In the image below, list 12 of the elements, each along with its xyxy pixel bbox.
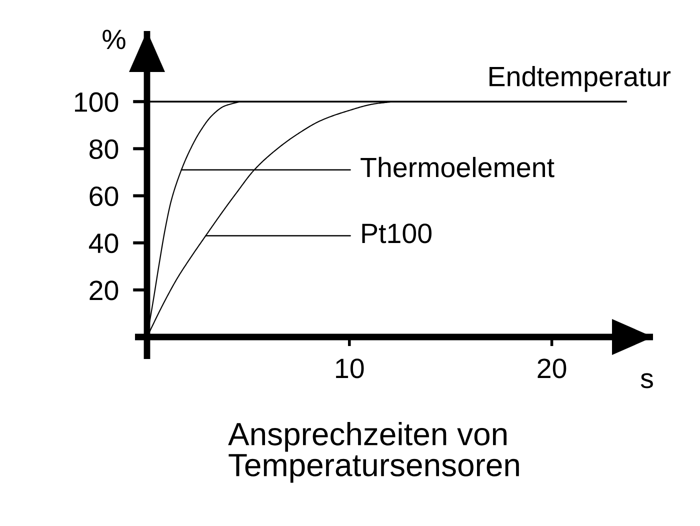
text: Ansprechzeiten von Temperatursensoren <box>228 422 519 483</box>
annotation: Thermoelement <box>360 156 554 178</box>
y-tick-label: 40 <box>88 234 118 254</box>
annotation: Pt100 <box>362 224 432 244</box>
y-tick-label: 20 <box>90 280 118 300</box>
y-axis-title: % <box>102 30 126 50</box>
x-axis-title: s <box>640 373 653 388</box>
ref-line-label: Endtemperatur <box>490 66 671 92</box>
y-tick-label: 80 <box>90 139 118 160</box>
y-tick-label: 60 <box>90 186 118 206</box>
y-tick-label: 100 <box>75 92 118 112</box>
x-tick-label: 10 <box>336 358 364 378</box>
